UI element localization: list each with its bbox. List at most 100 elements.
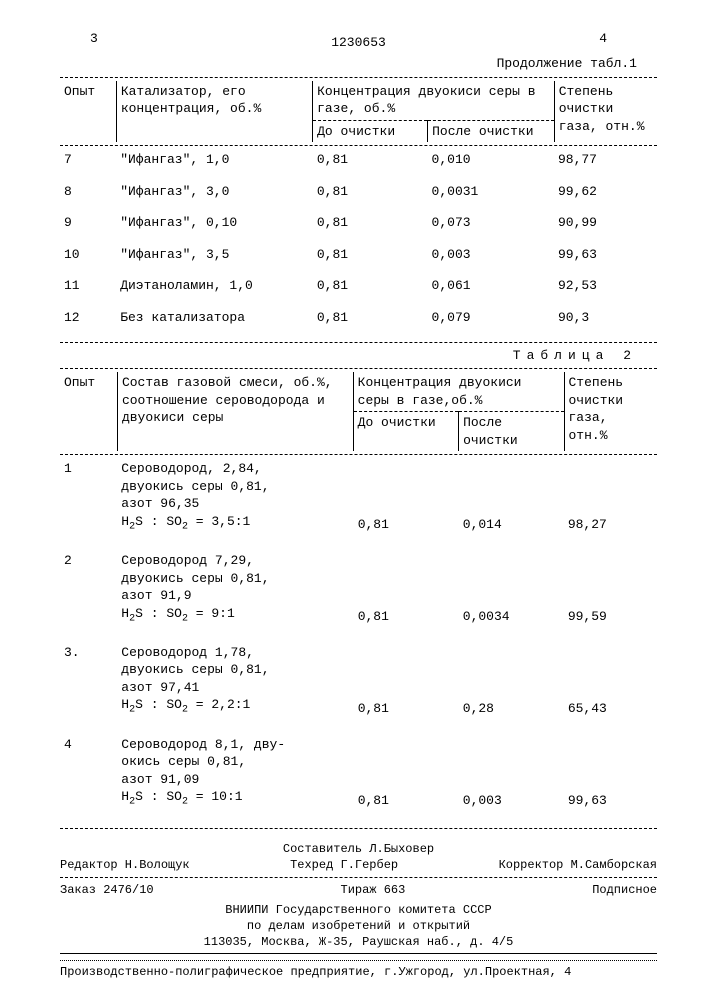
cell: 0,81: [313, 244, 428, 266]
cell: 0,81: [354, 734, 459, 812]
cell: 0,073: [428, 212, 554, 234]
cell: Сероводород 7,29,двуокись серы 0,81,азот…: [117, 550, 353, 628]
cell: "Ифангаз", 0,10: [116, 212, 313, 234]
cell: 98,27: [564, 458, 657, 536]
cell: "Ифангаз", 3,0: [116, 181, 313, 203]
table2-title: Таблица 2: [60, 347, 637, 365]
t2-h-col3: Концентрация двуокиси серы в газе,об.%: [353, 372, 564, 412]
cell: 99,59: [564, 550, 657, 628]
cell: 0,81: [313, 212, 428, 234]
cell: 0,28: [459, 642, 564, 720]
cell: 4: [60, 734, 117, 812]
cell: 92,53: [554, 275, 657, 297]
footer: Составитель Л.Быховер Редактор Н.Волощук…: [60, 841, 657, 980]
t1-h-col2: Катализатор, его концентрация, об.%: [116, 81, 312, 121]
t1-h-col3b: После очистки: [428, 120, 555, 142]
footer-corrector: Корректор М.Самборская: [499, 857, 657, 873]
footer-addr: 113035, Москва, Ж-35, Раушская наб., д. …: [60, 934, 657, 950]
cell: 90,99: [554, 212, 657, 234]
cell: Диэтаноламин, 1,0: [116, 275, 313, 297]
cell: 98,77: [554, 149, 657, 171]
table-row: 7"Ифангаз", 1,00,810,01098,77: [60, 149, 657, 171]
cell: 65,43: [564, 642, 657, 720]
table-row: 2Сероводород 7,29,двуокись серы 0,81,азо…: [60, 550, 657, 628]
cell: 1: [60, 458, 117, 536]
footer-compiler: Составитель Л.Быховер: [60, 841, 657, 857]
table2-header: Опыт Состав газовой смеси, об.%, соотнош…: [60, 372, 657, 451]
table-row: 3.Сероводород 1,78,двуокись серы 0,81,аз…: [60, 642, 657, 720]
table2-body: 1Сероводород, 2,84,двуокись серы 0,81,аз…: [60, 458, 657, 825]
cell: 0,81: [354, 458, 459, 536]
cell: Сероводород, 2,84,двуокись серы 0,81,азо…: [117, 458, 353, 536]
cell: 0,81: [313, 275, 428, 297]
cell: "Ифангаз", 1,0: [116, 149, 313, 171]
cell: 10: [60, 244, 116, 266]
footer-subscription: Подписное: [592, 882, 657, 898]
table-row: 12Без катализатора0,810,07990,3: [60, 307, 657, 329]
t2-h-col4: Степень очистки газа, отн.%: [564, 372, 657, 451]
table-row: 11Диэтаноламин, 1,00,810,06192,53: [60, 275, 657, 297]
cell: 0,003: [428, 244, 554, 266]
footer-editor: Редактор Н.Волощук: [60, 857, 190, 873]
divider: [60, 953, 657, 954]
divider: [60, 145, 657, 146]
table1-body: 7"Ифангаз", 1,00,810,01098,778"Ифангаз",…: [60, 149, 657, 338]
t1-h-col3a: До очистки: [313, 120, 428, 142]
t2-h-col3b: После очистки: [459, 412, 564, 452]
table1-header: Опыт Катализатор, его концентрация, об.%…: [60, 81, 657, 143]
t1-h-col3: Концентрация двуокиси серы в газе, об.%: [313, 81, 555, 121]
footer-techred: Техред Г.Гербер: [290, 857, 398, 873]
cell: 0,061: [428, 275, 554, 297]
t2-h-col1: Опыт: [60, 372, 117, 412]
footer-org2: по делам изобретений и открытий: [60, 918, 657, 934]
cell: 99,62: [554, 181, 657, 203]
footer-order: Заказ 2476/10: [60, 882, 154, 898]
divider: [60, 454, 657, 455]
cell: 0,0031: [428, 181, 554, 203]
footer-printer: Производственно-полиграфическое предприя…: [60, 964, 657, 980]
divider: [60, 77, 657, 78]
t2-h-col3a: До очистки: [353, 412, 458, 452]
cell: 11: [60, 275, 116, 297]
table-row: 10"Ифангаз", 3,50,810,00399,63: [60, 244, 657, 266]
cell: 0,0034: [459, 550, 564, 628]
cell: 0,81: [313, 307, 428, 329]
page-left: 3: [90, 30, 98, 48]
cell: 0,014: [459, 458, 564, 536]
cell: Без катализатора: [116, 307, 313, 329]
cell: 7: [60, 149, 116, 171]
doc-id: 1230653: [60, 34, 657, 52]
cell: 0,010: [428, 149, 554, 171]
footer-tirage: Тираж 663: [341, 882, 406, 898]
t1-h-col4: Степень очистки газа, отн.%: [554, 81, 657, 143]
cell: 0,81: [354, 642, 459, 720]
divider: [60, 960, 657, 961]
table-row: 1Сероводород, 2,84,двуокись серы 0,81,аз…: [60, 458, 657, 536]
cell: 90,3: [554, 307, 657, 329]
table-row: 4Сероводород 8,1, дву-окись серы 0,81,аз…: [60, 734, 657, 812]
cell: 9: [60, 212, 116, 234]
cell: Сероводород 8,1, дву-окись серы 0,81,азо…: [117, 734, 353, 812]
t2-h-col2: Состав газовой смеси, об.%, соотношение …: [117, 372, 353, 451]
cell: Сероводород 1,78,двуокись серы 0,81,азот…: [117, 642, 353, 720]
page-right: 4: [599, 30, 607, 48]
table1-continuation: Продолжение табл.1: [60, 55, 637, 73]
cell: 8: [60, 181, 116, 203]
table-row: 9"Ифангаз", 0,100,810,07390,99: [60, 212, 657, 234]
table-row: 8"Ифангаз", 3,00,810,003199,62: [60, 181, 657, 203]
t1-h-col1: Опыт: [60, 81, 116, 121]
cell: "Ифангаз", 3,5: [116, 244, 313, 266]
cell: 0,003: [459, 734, 564, 812]
cell: 99,63: [564, 734, 657, 812]
cell: 0,81: [313, 149, 428, 171]
cell: 2: [60, 550, 117, 628]
cell: 99,63: [554, 244, 657, 266]
cell: 0,81: [354, 550, 459, 628]
divider: [60, 877, 657, 878]
cell: 0,81: [313, 181, 428, 203]
cell: 12: [60, 307, 116, 329]
divider: [60, 342, 657, 343]
cell: 3.: [60, 642, 117, 720]
cell: 0,079: [428, 307, 554, 329]
divider: [60, 828, 657, 829]
